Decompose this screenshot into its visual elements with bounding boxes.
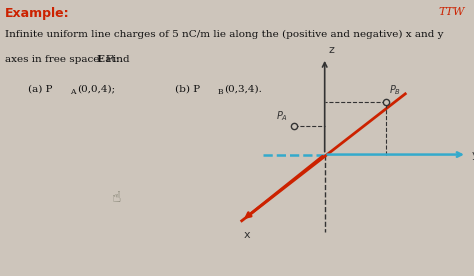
Text: TTW: TTW <box>438 7 465 17</box>
Text: x: x <box>244 230 251 240</box>
Text: ☝: ☝ <box>111 190 121 205</box>
Text: z: z <box>328 45 334 55</box>
Text: B: B <box>217 88 223 96</box>
Text: at:: at: <box>102 55 119 64</box>
Text: E: E <box>97 55 105 64</box>
Text: (b) P: (b) P <box>175 84 201 93</box>
Text: Example:: Example: <box>5 7 69 20</box>
Text: $P_A$: $P_A$ <box>276 109 288 123</box>
Text: (a) P: (a) P <box>28 84 53 93</box>
Text: (0,0,4);: (0,0,4); <box>77 84 115 93</box>
Text: A: A <box>70 88 76 96</box>
Text: Infinite uniform line charges of 5 nC/m lie along the (positive and negative) x : Infinite uniform line charges of 5 nC/m … <box>5 30 443 39</box>
Text: axes in free space. Find: axes in free space. Find <box>5 55 133 64</box>
Text: $P_B$: $P_B$ <box>389 83 401 97</box>
Text: (0,3,4).: (0,3,4). <box>224 84 262 93</box>
Text: y: y <box>472 150 474 160</box>
